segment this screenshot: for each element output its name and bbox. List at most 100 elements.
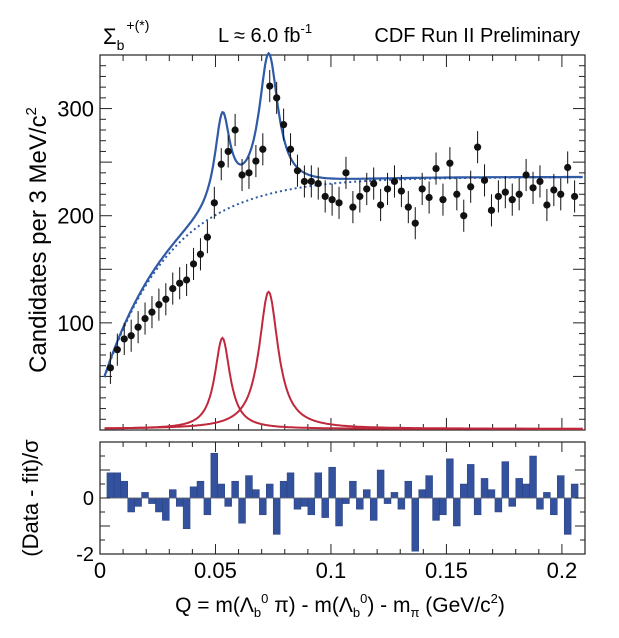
pull-bar [501, 461, 510, 499]
data-point [522, 171, 530, 179]
data-point [543, 201, 551, 209]
data-point [404, 203, 412, 211]
pull-bar [369, 497, 378, 521]
pull-bar [106, 472, 115, 499]
pull-bar [557, 475, 565, 499]
background-curve [103, 176, 583, 378]
data-point [113, 346, 121, 354]
pull-bar [349, 480, 357, 499]
data-point [183, 276, 191, 284]
main-y-tick-label: 200 [57, 204, 94, 229]
data-point [155, 301, 163, 309]
pull-bar [390, 492, 399, 499]
data-point [134, 323, 142, 331]
data-point [474, 143, 482, 151]
data-point [217, 160, 225, 168]
total-curve [103, 51, 583, 377]
pull-bar [335, 497, 343, 527]
data-point [189, 260, 198, 268]
particle-symbol: Σb+(*) [103, 17, 149, 53]
pull-bar [356, 497, 364, 510]
pull-bar [342, 497, 350, 504]
data-point [383, 185, 392, 193]
data-point [106, 364, 114, 372]
data-point [487, 206, 496, 214]
pull-bar [321, 497, 329, 518]
pull-bar [432, 497, 440, 521]
data-point [453, 190, 461, 198]
data-point [273, 94, 281, 102]
signal-curve-2 [104, 290, 583, 430]
data-point [529, 184, 537, 192]
data-point [536, 177, 544, 186]
data-point [439, 196, 447, 204]
pull-bar [446, 458, 454, 499]
pull-bar [418, 489, 426, 499]
data-point [467, 183, 475, 191]
total-fit-curve [103, 51, 583, 377]
data-point [293, 167, 302, 175]
data-point [418, 185, 426, 193]
data-point [432, 164, 440, 173]
pull-bar [189, 486, 198, 499]
pull-y-tick-labels: -2 0 [76, 488, 94, 566]
pull-bar [494, 497, 503, 513]
data-point [259, 145, 267, 153]
pull-bar [425, 475, 433, 499]
pull-bar [279, 480, 288, 499]
pull-bar [466, 464, 475, 499]
pull-bar [231, 480, 239, 499]
main-axis-ticks [99, 54, 586, 430]
pull-bar [570, 483, 579, 499]
pull-bar [203, 497, 212, 516]
x-tick-label: 0.05 [194, 558, 237, 583]
data-point [411, 219, 419, 227]
pull-bar [141, 492, 149, 499]
data-point [550, 186, 558, 194]
pull-bar [266, 483, 274, 499]
pull-y-tick-label: 0 [83, 488, 94, 510]
data-point [494, 192, 502, 201]
data-point [480, 176, 489, 184]
pull-bar [182, 497, 191, 530]
main-y-tick-labels: 100 200 300 [57, 97, 94, 336]
data-point [286, 145, 295, 153]
pull-bar [453, 497, 461, 527]
pull-bar [563, 497, 572, 535]
pull-bar [259, 497, 267, 516]
pull-bar [411, 497, 419, 552]
data-point [370, 179, 378, 188]
x-tick-label: 0 [94, 558, 106, 583]
data-point [141, 314, 149, 323]
signal-curve-1 [104, 336, 583, 430]
pull-bar [196, 480, 205, 499]
pull-bar [120, 480, 128, 499]
pull-bar [473, 497, 482, 516]
data-point [162, 295, 170, 303]
pull-bar [550, 497, 558, 516]
data-point [446, 159, 454, 167]
data-point [169, 284, 177, 293]
pull-bar [487, 489, 496, 499]
data-point [460, 212, 468, 220]
data-point [557, 190, 565, 198]
pull-bar [480, 478, 489, 499]
data-point [349, 203, 357, 211]
data-point [377, 201, 385, 209]
data-point [335, 199, 343, 207]
data-point [515, 190, 523, 198]
data-point [501, 188, 509, 196]
data-point [425, 193, 433, 202]
data-point [148, 308, 156, 316]
data-point [300, 177, 308, 186]
x-tick-labels: 0 0.05 0.1 0.15 0.2 [94, 558, 577, 583]
data-point [508, 196, 516, 204]
main-plot-frame [99, 54, 586, 431]
data-point [397, 187, 405, 195]
data-point [363, 185, 371, 193]
data-point [321, 192, 329, 201]
pull-bar [529, 455, 537, 499]
pull-bar [383, 497, 392, 504]
data-points [106, 70, 579, 384]
